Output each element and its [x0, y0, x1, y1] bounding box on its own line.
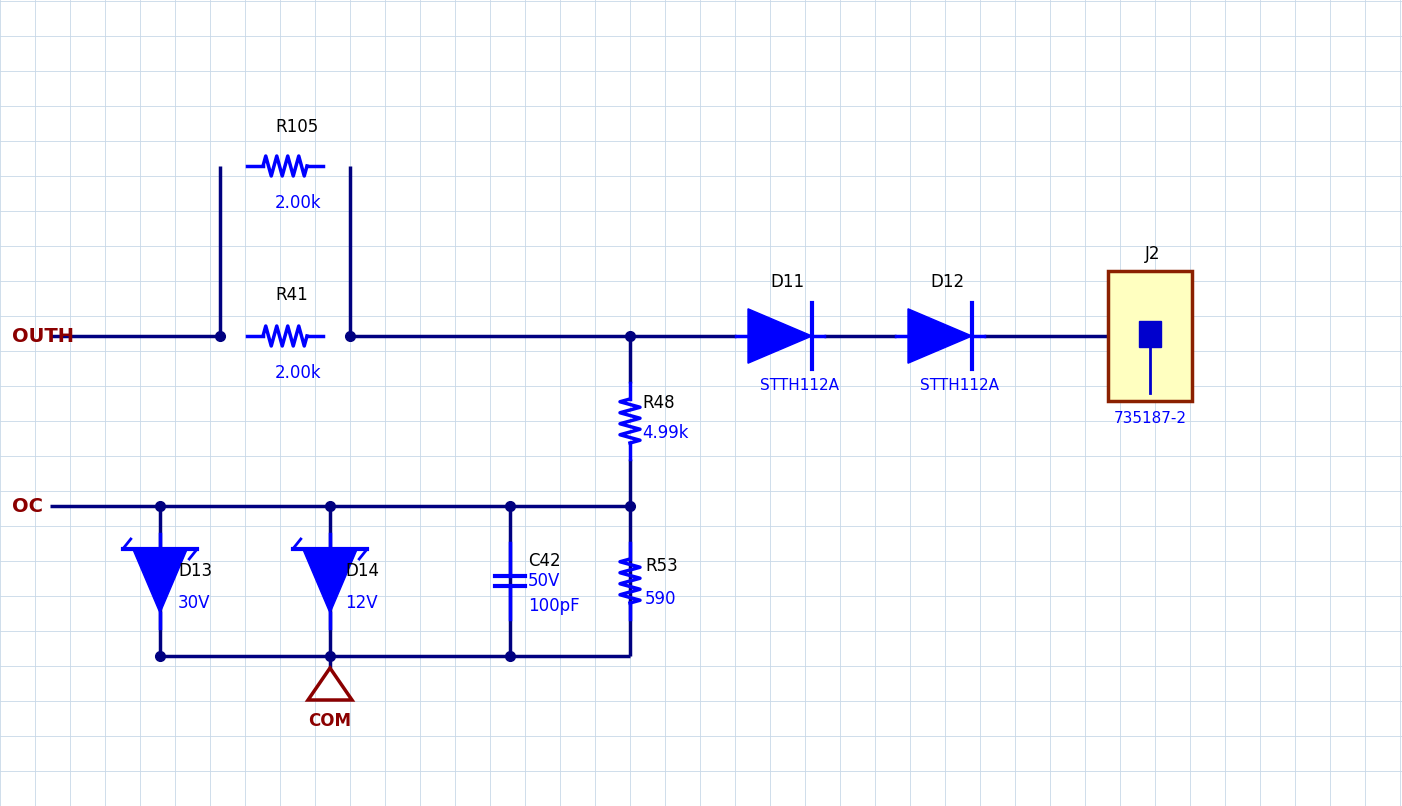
Text: OC: OC [13, 496, 43, 516]
Text: 2.00k: 2.00k [275, 194, 321, 212]
Text: D12: D12 [930, 273, 965, 291]
Polygon shape [908, 309, 972, 364]
Text: R53: R53 [645, 557, 677, 575]
Text: 2.00k: 2.00k [275, 364, 321, 382]
Text: 590: 590 [645, 590, 677, 608]
Text: R41: R41 [275, 286, 308, 304]
Text: 4.99k: 4.99k [642, 424, 688, 442]
Text: D13: D13 [178, 562, 212, 580]
Text: 50V: 50V [529, 572, 561, 590]
Polygon shape [749, 309, 812, 364]
Text: 100pF: 100pF [529, 597, 579, 615]
Text: R48: R48 [642, 394, 674, 412]
Text: D14: D14 [345, 562, 379, 580]
Text: D11: D11 [770, 273, 805, 291]
Text: C42: C42 [529, 552, 561, 570]
Text: STTH112A: STTH112A [920, 378, 1000, 393]
Text: 30V: 30V [178, 594, 210, 612]
Text: 735187-2: 735187-2 [1113, 411, 1186, 426]
Text: OUTH: OUTH [13, 326, 74, 346]
FancyBboxPatch shape [1108, 271, 1192, 401]
Text: COM: COM [308, 712, 352, 730]
Polygon shape [133, 549, 188, 613]
Text: R105: R105 [275, 118, 318, 136]
Text: J2: J2 [1145, 245, 1161, 263]
Bar [1138, 322, 1161, 347]
Text: STTH112A: STTH112A [760, 378, 838, 393]
Text: 12V: 12V [345, 594, 377, 612]
Polygon shape [303, 549, 358, 613]
